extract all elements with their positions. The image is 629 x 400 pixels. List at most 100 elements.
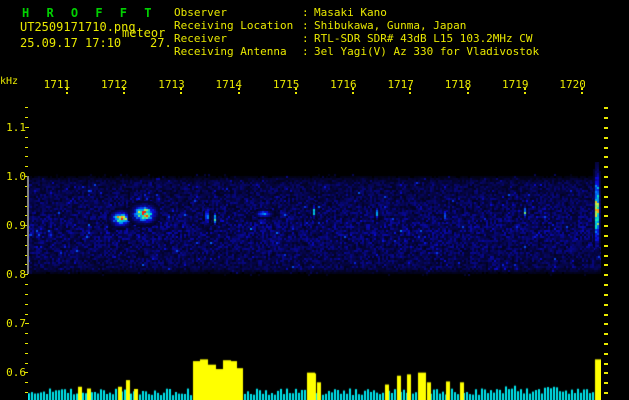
y-minor-tick-right [604,264,608,266]
y-minor-tick-right [604,156,608,158]
y-minor-tick-right [604,284,608,286]
x-tick-label: 1717 [387,78,414,89]
y-minor-tick-right [604,206,608,208]
x-tick-mark [352,92,355,94]
y-minor-tick [25,284,28,285]
x-tick-label: 1720 [559,78,586,89]
y-minor-tick-right [604,255,608,257]
y-minor-tick [25,323,28,324]
info-key: Receiving Antenna [174,45,287,58]
y-minor-tick [25,156,28,157]
amplitude-plot [28,352,601,400]
y-tick-label: 0.6 [6,366,26,380]
y-minor-tick [25,225,28,226]
x-tick-label: 1713 [158,78,185,89]
x-tick-mark [180,88,183,90]
observation-datetime: 25.09.17 17:10 [20,36,122,50]
info-colon: : [302,6,309,19]
y-minor-tick [25,166,28,167]
x-tick-mark [122,92,125,94]
y-tick-label: 0.9 [6,219,26,233]
x-tick-mark [294,88,297,90]
x-tick-mark [352,88,355,90]
y-minor-tick-right [604,137,608,139]
y-minor-tick [25,353,28,354]
y-minor-tick-right [604,235,608,237]
y-minor-tick [25,176,28,177]
info-row: Receiving Antenna:3el Yagi(V) Az 330 for… [174,45,539,58]
x-tick-mark [237,88,240,90]
meteor-overlay-label: meteor [122,26,166,40]
y-minor-tick [25,264,28,265]
y-minor-tick [25,127,28,128]
y-minor-tick-right [604,343,608,345]
y-axis-unit: kHz [0,76,19,87]
y-minor-tick-right [604,333,608,335]
y-minor-tick [25,382,28,383]
filename-label: UT2509171710.png [20,20,136,34]
y-tick-label: 0.7 [6,317,26,331]
y-minor-tick [25,274,28,275]
y-minor-tick-right [604,166,608,168]
info-row: Observer: Masaki Kano [174,6,539,19]
spectrogram-canvas [28,162,601,278]
x-tick-mark [466,92,469,94]
y-minor-tick [25,206,28,207]
app-title: H R O F F T [22,6,157,20]
y-minor-tick [25,245,28,246]
y-minor-tick-right [604,186,608,188]
info-key: Observer [174,6,227,19]
info-value: Shibukawa, Gunma, Japan [314,19,467,32]
x-tick-label: 1716 [330,78,357,89]
y-minor-tick [25,294,28,295]
y-minor-tick [25,147,28,148]
y-minor-tick [25,117,28,118]
x-tick-mark [122,88,125,90]
y-tick-label: 1.1 [6,120,26,134]
y-minor-tick-right [604,196,608,198]
y-axis-line [27,176,29,274]
x-tick-mark [524,92,527,94]
y-minor-tick-right [604,372,608,374]
y-minor-tick-right [604,215,608,217]
info-colon: : [302,45,309,58]
y-minor-tick [25,235,28,236]
x-tick-mark [294,92,297,94]
info-colon: : [302,32,309,45]
y-minor-tick [25,392,28,393]
y-minor-tick-right [604,225,608,227]
info-value: RTL-SDR SDR# 43dB L15 103.2MHz CW [314,32,533,45]
x-tick-mark [466,88,469,90]
y-minor-tick-right [604,147,608,149]
info-colon: : [302,19,309,32]
x-tick-mark [524,88,527,90]
x-tick-label: 1718 [444,78,471,89]
y-minor-tick-right [604,382,608,384]
x-tick-mark [180,92,183,94]
info-key: Receiving Location [174,19,294,32]
x-tick-label: 1711 [43,78,70,89]
info-row: Receiver: RTL-SDR SDR# 43dB L15 103.2MHz … [174,32,539,45]
y-minor-tick [25,333,28,334]
info-row: Receiving Location: Shibukawa, Gunma, Jap… [174,19,539,32]
y-minor-tick-right [604,323,608,325]
y-minor-tick-right [604,274,608,276]
y-minor-tick [25,372,28,373]
x-tick-mark [409,92,412,94]
y-tick-label: 0.8 [6,268,26,282]
y-minor-tick-right [604,107,608,109]
y-minor-tick [25,196,28,197]
x-tick-mark [65,92,68,94]
x-tick-label: 1712 [100,78,127,89]
y-minor-tick [25,304,28,305]
x-tick-label: 1719 [502,78,529,89]
info-key: Receiver [174,32,227,45]
y-minor-tick-right [604,363,608,365]
info-value: Masaki Kano [314,6,387,19]
y-minor-tick [25,314,28,315]
x-tick-mark [237,92,240,94]
x-tick-mark [65,88,68,90]
y-minor-tick-right [604,245,608,247]
y-minor-tick-right [604,304,608,306]
